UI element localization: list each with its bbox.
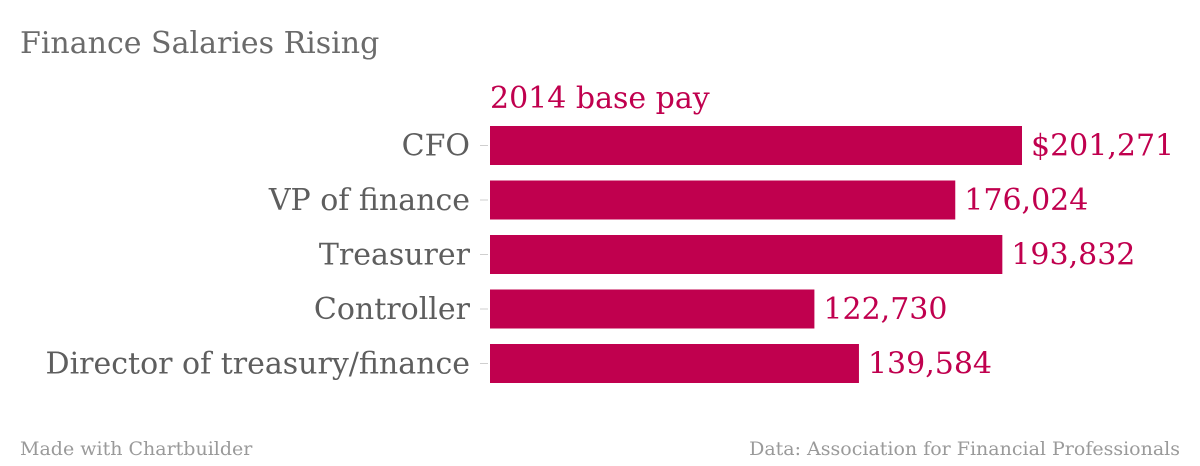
value-label: 176,024 bbox=[964, 183, 1088, 218]
bar bbox=[490, 180, 956, 220]
bar bbox=[490, 344, 859, 383]
bar bbox=[490, 126, 1022, 165]
category-label: Treasurer bbox=[319, 238, 471, 273]
bar bbox=[490, 289, 815, 329]
category-label: Controller bbox=[314, 292, 471, 327]
footer-source: Data: Association for Financial Professi… bbox=[749, 438, 1180, 460]
chart-title: Finance Salaries Rising bbox=[20, 26, 379, 61]
bars-group: CFO $201,271 VP of finance 176,024 Treasurer… bbox=[46, 126, 1174, 383]
value-label: 122,730 bbox=[823, 292, 947, 327]
category-label: Director of treasury/finance bbox=[46, 347, 470, 382]
category-label: VP of finance bbox=[268, 183, 470, 218]
value-label: 139,584 bbox=[868, 347, 992, 382]
value-label: $201,271 bbox=[1031, 129, 1174, 164]
series-label: 2014 base pay bbox=[490, 81, 710, 116]
footer-credit: Made with Chartbuilder bbox=[20, 438, 253, 460]
category-label: CFO bbox=[402, 129, 470, 164]
bar bbox=[490, 235, 1003, 274]
value-label: 193,832 bbox=[1011, 238, 1135, 273]
